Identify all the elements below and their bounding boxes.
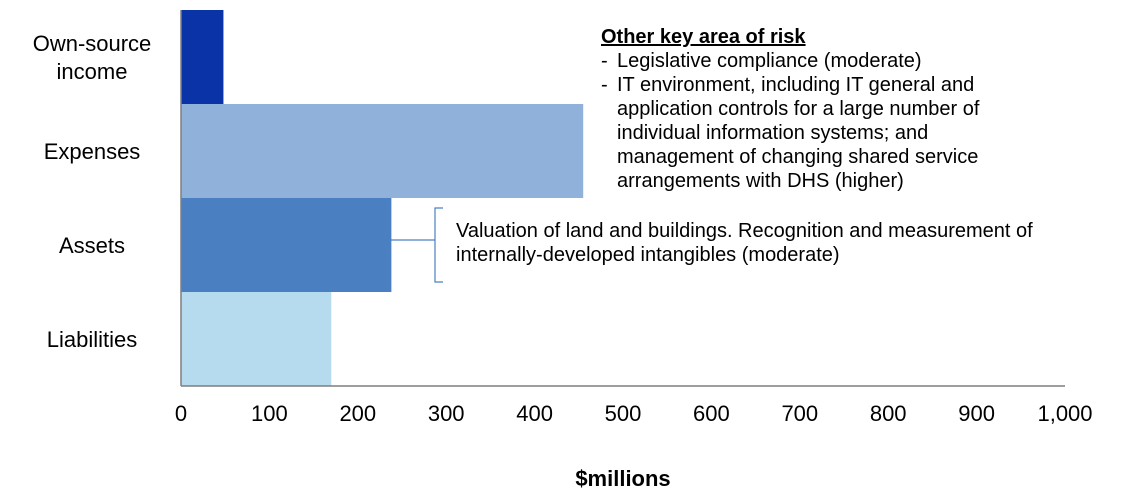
x-tick-label: 900 <box>958 401 995 426</box>
category-label: Liabilities <box>47 327 138 352</box>
bar-assets <box>181 198 392 292</box>
bar-own-source-income <box>181 10 224 104</box>
bracket-shape <box>434 207 443 283</box>
x-tick-label: 500 <box>605 401 642 426</box>
other-risk-heading: Other key area of risk <box>601 26 806 48</box>
x-tick-label: 400 <box>516 401 553 426</box>
other-risk-annotation: Other key area of risk Legislative compl… <box>601 25 1041 193</box>
x-tick-label: 0 <box>175 401 187 426</box>
bar-expenses <box>181 104 584 198</box>
category-labels: Own-source income Expenses Assets Liabilitie… <box>33 31 152 352</box>
x-tick-label: 800 <box>870 401 907 426</box>
bars-group <box>181 10 584 386</box>
assets-risk-annotation: Valuation of land and buildings. Recogni… <box>456 220 1033 266</box>
other-risk-item: IT environment, including IT general and… <box>601 73 1041 193</box>
x-tick-label: 1,000 <box>1037 401 1092 426</box>
other-risk-item: Legislative compliance (moderate) <box>601 49 1041 73</box>
x-axis-title: $millions <box>575 466 670 491</box>
x-tick-label: 100 <box>251 401 288 426</box>
other-risk-list: Legislative compliance (moderate) IT env… <box>601 49 1041 193</box>
assets-annotation-bracket <box>390 207 443 283</box>
x-tick-label: 700 <box>781 401 818 426</box>
category-label: Assets <box>59 233 125 258</box>
x-tick-label: 200 <box>339 401 376 426</box>
category-label: Expenses <box>44 139 141 164</box>
x-tick-label: 300 <box>428 401 465 426</box>
x-tick-labels: 0 100 200 300 400 500 600 700 800 900 1,000 <box>175 401 1093 426</box>
bar-liabilities <box>181 292 332 386</box>
category-label: Own-source income <box>33 31 152 84</box>
x-tick-label: 600 <box>693 401 730 426</box>
